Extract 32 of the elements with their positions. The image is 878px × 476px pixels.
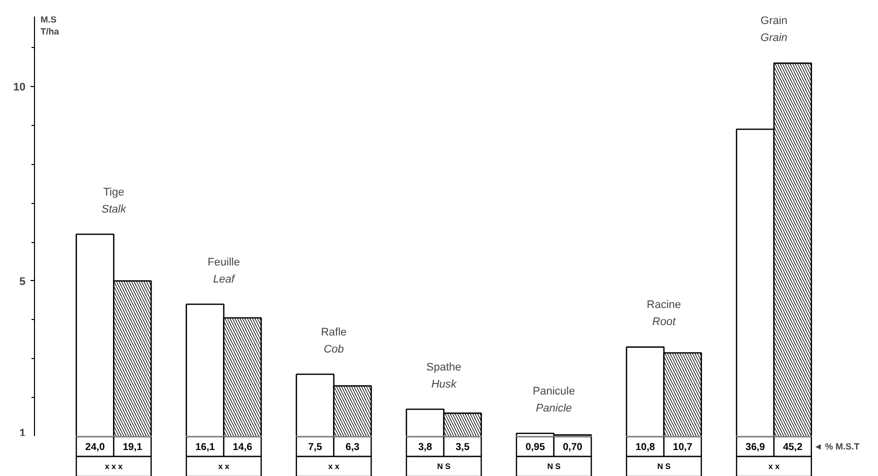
- text: 45,2: [782, 442, 803, 453]
- text: 10,7: [672, 442, 693, 453]
- text: x x: [218, 462, 230, 471]
- x-tick-label: Rafle Cob: [320, 326, 347, 356]
- text: x x: [328, 462, 340, 471]
- x-tick-label: Grain Grain: [760, 15, 788, 44]
- x-tick-label: Racine Root: [646, 299, 682, 328]
- text: 0,95: [525, 442, 546, 453]
- text: 3,8: [418, 442, 433, 453]
- y-axis-title: M.S T/ha: [40, 14, 60, 36]
- text: x x x: [104, 462, 124, 471]
- text: 19,1: [122, 442, 143, 453]
- x-tick-label: Feuille Leaf: [208, 256, 240, 286]
- text: 14,6: [232, 442, 253, 453]
- x-tick-label: Panicule Panicle: [532, 385, 575, 414]
- text: 36,9: [746, 442, 766, 453]
- text: N S: [547, 462, 562, 471]
- text: N S: [437, 462, 452, 471]
- text: ◄ % M.S.T: [814, 442, 860, 452]
- text: 3,5: [456, 442, 470, 453]
- text: x x: [768, 462, 780, 471]
- y-tick-label: 5: [19, 276, 26, 288]
- x-tick-label: Spathe Husk: [426, 361, 462, 390]
- text: 7,5: [308, 442, 322, 453]
- text: 16,1: [195, 442, 216, 453]
- y-tick-label: 10: [13, 82, 26, 94]
- text: N S: [657, 462, 672, 471]
- text: 24,0: [85, 442, 106, 453]
- text: 10,8: [635, 442, 656, 453]
- text: 0,70: [562, 442, 583, 453]
- text: 6,3: [346, 442, 360, 453]
- x-tick-label: Tige Stalk: [102, 186, 126, 216]
